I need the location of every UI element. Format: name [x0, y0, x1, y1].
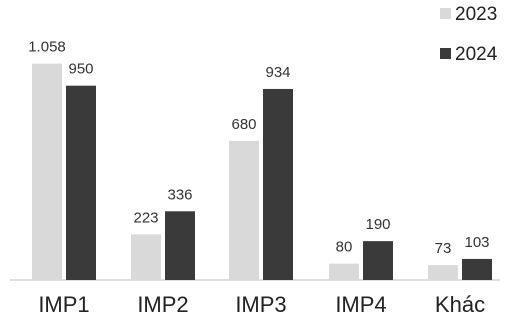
value-label-imp2-2024: 336	[167, 186, 192, 203]
bar-imp4-2024	[363, 241, 393, 280]
value-label-khác-2023: 73	[435, 240, 452, 257]
bar-khác-2024	[462, 258, 492, 280]
legend-label-2024: 2024	[455, 44, 498, 65]
value-label-imp1-2024: 950	[68, 61, 93, 78]
bar-imp1-2023	[32, 63, 62, 280]
bar-imp2-2024	[165, 211, 195, 280]
value-label-imp3-2023: 680	[231, 116, 256, 133]
category-label-imp2: IMP2	[137, 292, 188, 317]
category-label-imp1: IMP1	[38, 292, 89, 317]
bar-imp3-2023	[229, 140, 259, 280]
value-label-imp1-2023: 1.058	[28, 39, 66, 56]
legend: 2023 2024	[440, 4, 498, 65]
value-label-imp4-2024: 190	[365, 216, 390, 233]
value-label-imp3-2024: 934	[265, 64, 290, 81]
legend-swatch-2023	[440, 8, 451, 19]
value-label-imp2-2023: 223	[133, 209, 158, 226]
value-label-imp4-2023: 80	[336, 239, 353, 256]
bars-layer	[32, 63, 492, 280]
bar-imp3-2024	[263, 88, 293, 280]
value-label-khác-2024: 103	[464, 234, 489, 251]
bar-khác-2023	[428, 265, 458, 280]
category-label-imp3: IMP3	[235, 292, 286, 317]
bar-imp2-2023	[131, 234, 161, 280]
category-labels-layer: IMP1 IMP2 IMP3 IMP4 Khác	[38, 292, 485, 317]
legend-label-2023: 2023	[455, 4, 497, 25]
legend-swatch-2024	[440, 48, 451, 59]
category-label-khác: Khác	[435, 292, 485, 317]
bar-imp1-2024	[66, 85, 96, 280]
bar-imp4-2023	[329, 263, 359, 280]
category-label-imp4: IMP4	[335, 292, 386, 317]
